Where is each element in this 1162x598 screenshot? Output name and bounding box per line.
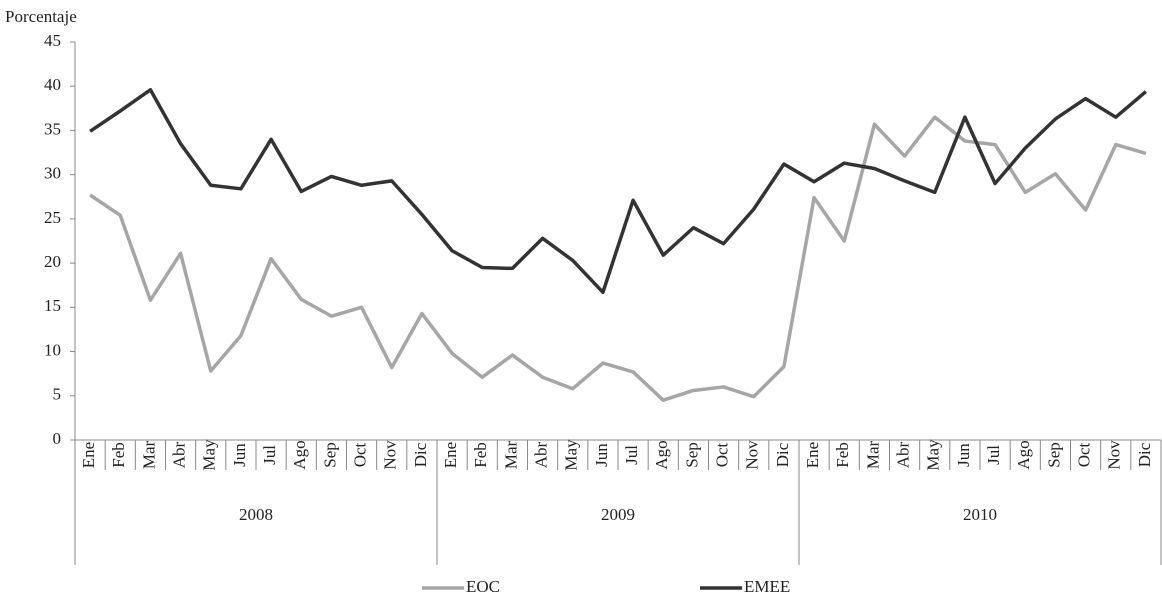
x-tick-label: May <box>924 439 943 471</box>
x-tick-label: Jun <box>230 443 249 467</box>
x-tick-label: Mar <box>501 441 520 470</box>
x-tick-label: Ene <box>79 442 98 468</box>
x-tick-label: Feb <box>471 442 490 468</box>
x-tick-label: Feb <box>109 442 128 468</box>
x-tick-label: Sep <box>1044 442 1063 468</box>
series-line <box>89 115 1147 402</box>
x-tick-label: Ene <box>441 442 460 468</box>
x-tick-label: Sep <box>682 442 701 468</box>
y-tick-label: 25 <box>44 208 61 227</box>
x-tick-label: Ago <box>652 440 671 469</box>
y-tick-label: 35 <box>44 119 61 138</box>
y-tick-label: 45 <box>44 31 61 50</box>
x-tick-label: Ago <box>1014 440 1033 469</box>
x-tick-label: Jun <box>592 443 611 467</box>
y-tick-label: 30 <box>44 164 61 183</box>
x-tick-label: Oct <box>1074 442 1093 467</box>
x-tick-label: Jul <box>260 445 279 465</box>
y-tick-label: 20 <box>44 252 61 271</box>
x-tick-label: Abr <box>893 441 912 468</box>
x-tick-label: May <box>200 439 219 471</box>
x-tick-label: Jul <box>984 445 1003 465</box>
x-tick-label: Ago <box>290 440 309 469</box>
y-axis-label: Porcentaje <box>5 7 77 26</box>
x-tick-label: Ene <box>803 442 822 468</box>
y-tick-label: 40 <box>44 75 61 94</box>
year-label: 2008 <box>239 505 273 524</box>
x-tick-label: Oct <box>350 442 369 467</box>
y-tick-label: 5 <box>53 385 62 404</box>
x-tick-label: Abr <box>169 441 188 468</box>
x-tick-label: Mar <box>139 441 158 470</box>
x-tick-label: Dic <box>773 442 792 467</box>
x-tick-label: Sep <box>320 442 339 468</box>
x-tick-label: Dic <box>411 442 430 467</box>
x-tick-label: Dic <box>1135 442 1154 467</box>
y-tick-label: 15 <box>44 296 61 315</box>
legend-label: EOC <box>466 577 500 596</box>
x-tick-label: Nov <box>1105 440 1124 470</box>
year-label: 2009 <box>601 505 635 524</box>
legend-label: EMEE <box>744 577 790 596</box>
series-line <box>89 88 1148 295</box>
x-tick-label: Jul <box>622 445 641 465</box>
y-tick-label: 0 <box>53 429 62 448</box>
x-tick-label: Nov <box>381 440 400 470</box>
x-tick-label: Abr <box>531 441 550 468</box>
x-tick-label: Oct <box>712 442 731 467</box>
x-tick-label: Nov <box>743 440 762 470</box>
x-tick-label: Mar <box>863 441 882 470</box>
x-tick-label: Jun <box>954 443 973 467</box>
x-tick-label: Feb <box>833 442 852 468</box>
x-tick-label: May <box>562 439 581 471</box>
year-label: 2010 <box>963 505 997 524</box>
y-tick-label: 10 <box>44 340 61 359</box>
